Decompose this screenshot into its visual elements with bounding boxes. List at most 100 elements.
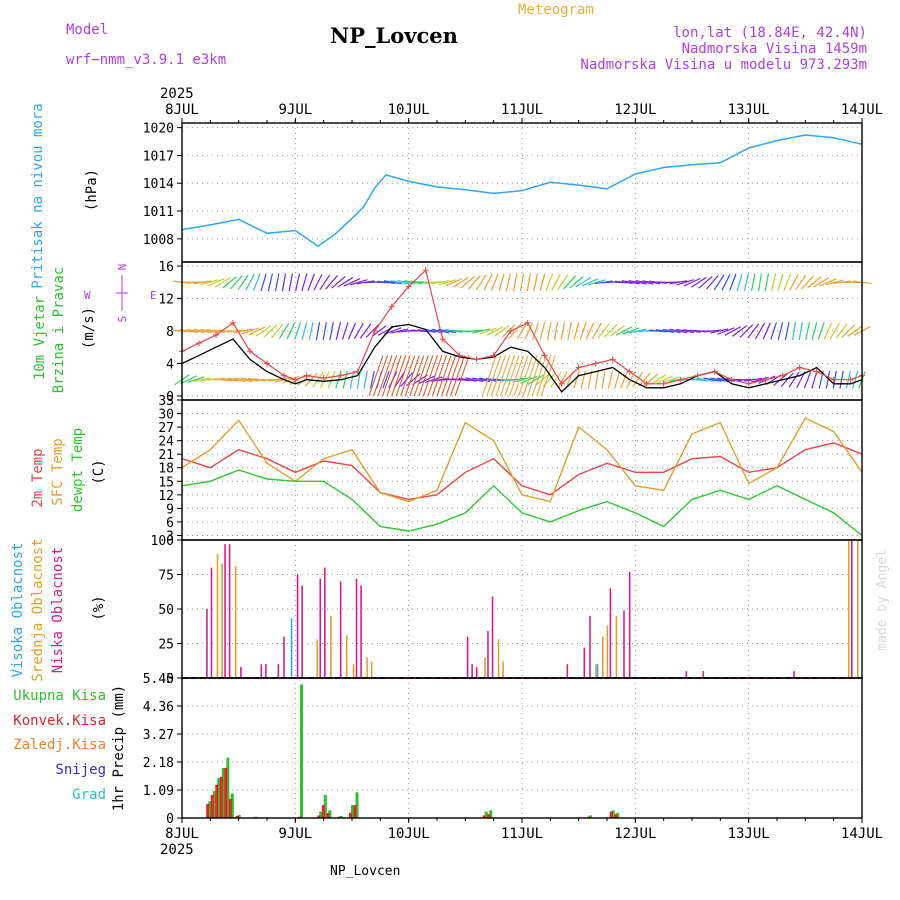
y-tick-label: 8 xyxy=(166,325,174,340)
y-tick-label: 4 xyxy=(166,357,174,372)
wind-arrow xyxy=(227,329,246,333)
wind-gust-marker xyxy=(320,375,327,382)
y-tick-label: 18 xyxy=(158,462,174,477)
wind-arrow xyxy=(341,322,349,340)
model-label: Model xyxy=(66,22,108,38)
y-tick-label: 0 xyxy=(166,812,174,827)
wind-arrow xyxy=(795,274,807,291)
wind-arrow xyxy=(585,322,595,340)
wind-gust-marker xyxy=(762,376,769,383)
wind-hatch xyxy=(373,355,389,397)
wind-gust-marker xyxy=(592,360,599,367)
wind-arrow xyxy=(248,326,266,336)
wind-arrow xyxy=(465,377,484,383)
dewpoint-line xyxy=(181,469,863,537)
wind-arrow xyxy=(424,328,443,334)
temp-label-sfc: SFC Temp xyxy=(50,438,66,505)
wind-gust-marker xyxy=(196,340,202,347)
x-tick-label: 9JUL xyxy=(278,102,312,118)
wind-arrow xyxy=(650,374,666,386)
rain-bar xyxy=(616,812,620,818)
wind-arrow xyxy=(813,277,830,288)
wind-arrow xyxy=(533,273,539,292)
wind-gust-marker xyxy=(264,360,270,367)
y-tick-label: 16 xyxy=(158,260,174,275)
y-tick-label: 25 xyxy=(158,638,174,653)
y-tick-label: 12 xyxy=(158,293,174,308)
wind-arrow xyxy=(229,275,243,290)
wind-hatch xyxy=(436,355,452,397)
wind-hatch xyxy=(540,355,556,397)
wind-arrow xyxy=(603,324,618,338)
wind-arrow xyxy=(803,371,812,389)
y-tick-label: 3 xyxy=(166,529,174,544)
wind-arrow xyxy=(841,324,856,338)
x-tick-label: 13JUL xyxy=(728,102,770,118)
wind-hatch xyxy=(490,355,506,397)
wind-arrow xyxy=(241,327,259,335)
wind-arrow xyxy=(301,273,308,292)
wind-arrow xyxy=(382,371,390,389)
wind-gust-marker xyxy=(292,376,299,383)
wind-arrow xyxy=(710,377,729,383)
wind-arrow xyxy=(732,325,748,337)
wind-arrow xyxy=(214,277,231,288)
wind-arrow xyxy=(783,273,792,291)
wind-gust-marker xyxy=(813,368,820,375)
wind-hatch xyxy=(513,355,529,397)
wind-arrow xyxy=(186,328,205,334)
wind-gust-marker xyxy=(422,267,429,274)
wind-arrow xyxy=(545,273,554,291)
y-tick-label: 5.45 xyxy=(143,672,174,687)
wind-arrow xyxy=(213,378,232,382)
wind-gust-marker xyxy=(541,352,548,359)
rain-bar xyxy=(300,684,303,818)
wind-arrow xyxy=(252,273,261,291)
wind-arrow xyxy=(770,273,777,292)
wind-arrow xyxy=(662,328,681,334)
wind-gust-marker xyxy=(230,319,236,326)
x-tick-label: 14JUL xyxy=(841,102,883,118)
wind-arrow xyxy=(622,327,640,335)
wind-arrow xyxy=(281,273,287,292)
wind-arrow xyxy=(621,280,640,285)
wind-arrow xyxy=(614,370,621,389)
wind-arrow xyxy=(260,273,267,292)
wind-arrow xyxy=(322,322,327,340)
wind-hatch xyxy=(495,355,511,397)
wind-arrow xyxy=(573,322,580,340)
wind-gust-marker xyxy=(456,352,463,359)
wind-arrow xyxy=(762,322,771,340)
wind-arrow xyxy=(307,273,315,291)
wind-arrow xyxy=(363,370,368,389)
wind-arrow xyxy=(698,275,713,289)
y-tick-label: 2.18 xyxy=(143,756,174,771)
rain-bar xyxy=(237,814,241,818)
wind-arrow xyxy=(234,328,253,334)
wind-arrow xyxy=(573,370,580,389)
wind-arrow xyxy=(550,371,562,388)
y-tick-label: 75 xyxy=(158,569,174,584)
wind-arrow xyxy=(757,273,763,292)
wind-gust-marker xyxy=(745,380,752,387)
cloud-label-mid: Srednja Oblacnost xyxy=(30,538,46,681)
wind-arrow xyxy=(713,274,725,291)
compass-north: N xyxy=(116,264,129,271)
coords-label: lon,lat (18.84E, 42.4N) xyxy=(673,25,867,41)
compass-east: E xyxy=(150,289,157,302)
wind-arrow xyxy=(777,273,784,292)
wind-gust-marker xyxy=(490,352,497,359)
x-tick-label: 12JUL xyxy=(614,826,656,842)
wind-gust-marker xyxy=(405,283,412,290)
elevation-label: Nadmorska Visina 1459m xyxy=(682,41,867,57)
x-tick-label: 12JUL xyxy=(614,102,656,118)
wind-gust-marker xyxy=(303,372,310,379)
wind-arrow xyxy=(234,377,253,383)
wind-arrow xyxy=(635,279,654,285)
wind-arrow xyxy=(811,370,818,389)
wind-gust-marker xyxy=(247,348,253,355)
wind-hatch xyxy=(418,355,434,397)
y-tick-label: 21 xyxy=(158,448,174,463)
wind-gust-marker xyxy=(796,364,803,371)
